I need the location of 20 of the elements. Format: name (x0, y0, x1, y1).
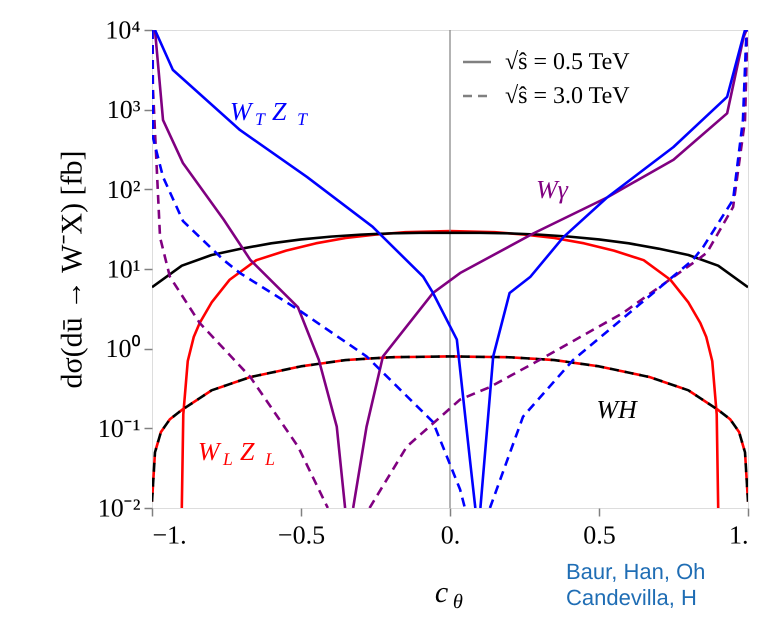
y-tick-label: 10³ (106, 95, 141, 124)
text: Baur, Han, Oh (566, 559, 706, 584)
x-tick-label: 1. (729, 520, 748, 550)
x-tick-label: −1. (152, 520, 187, 550)
text: WH (596, 395, 638, 424)
x-tick-label: −0.5 (278, 520, 326, 550)
annotation: √ŝ = 0.5 TeV (505, 49, 630, 75)
y-tick-label: 10⁻¹ (98, 414, 140, 443)
x-tick-label: 0. (440, 520, 460, 550)
y-tick-label: 10⁰ (106, 334, 140, 364)
y-tick-label: 10² (106, 174, 141, 204)
x-tick-label: 0.5 (583, 520, 616, 550)
line-series (152, 231, 748, 289)
annotation: √ŝ = 3.0 TeV (505, 83, 630, 109)
y-tick-label: 10⁴ (105, 16, 140, 44)
text: Candevilla, H (566, 585, 697, 610)
y-tick-label: 10¹ (106, 254, 140, 284)
series-label: Wγ (536, 175, 569, 204)
y-tick-label: 10⁻² (98, 494, 141, 522)
y-axis-title: dσ(dū → W⁻X) [fb] (56, 150, 89, 389)
